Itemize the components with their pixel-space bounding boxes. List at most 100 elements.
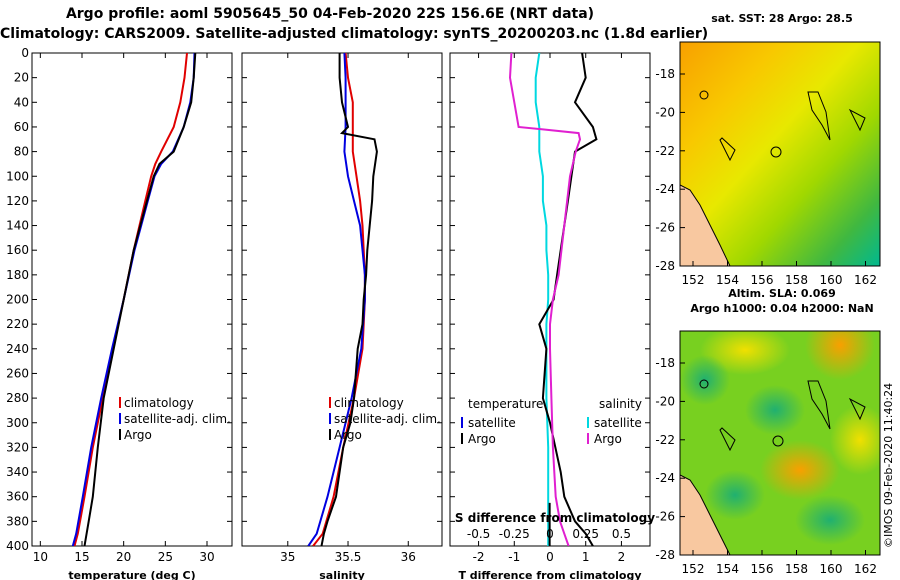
x-tick-label: 35 <box>280 550 295 564</box>
depth-tick-label: 380 <box>6 514 29 528</box>
salinity-difference-tick-label: -0.25 <box>499 527 530 541</box>
legend-label: Argo <box>334 428 362 442</box>
depth-tick-label: 120 <box>6 194 29 208</box>
depth-tick-label: 340 <box>6 465 29 479</box>
depth-tick-label: 200 <box>6 293 29 307</box>
map-lat-label: -22 <box>655 144 675 158</box>
depth-tick-label: 240 <box>6 342 29 356</box>
map-lon-label: 160 <box>820 273 843 287</box>
sst-map-reef-outline <box>699 90 866 162</box>
map-lat-label: -20 <box>655 105 675 119</box>
figure-title-line-1: Argo profile: aoml 5905645_50 04-Feb-202… <box>65 6 595 22</box>
map-lat-label: -24 <box>655 471 675 485</box>
sst-map-land <box>680 184 731 266</box>
x-tick-label: 30 <box>199 550 214 564</box>
legend-label: Argo <box>468 432 496 446</box>
map-lon-label: 162 <box>854 273 877 287</box>
temperature-x-axis-label: temperature (deg C) <box>68 569 195 580</box>
figure-title-line-2: Climatology: CARS2009. Satellite-adjuste… <box>0 26 709 42</box>
salinity-difference-axis-label: S difference from climatology <box>455 511 655 525</box>
depth-tick-label: 0 <box>21 46 29 60</box>
map-lat-label: -22 <box>655 433 675 447</box>
depth-tick-label: 20 <box>14 71 29 85</box>
depth-tick-label: 140 <box>6 219 29 233</box>
map-lat-label: -24 <box>655 182 675 196</box>
legend-label: Argo <box>124 428 152 442</box>
salinity-panel: 35 35.5 36 salinity climatology satellite-adj… <box>241 52 443 580</box>
depth-tick-label: 160 <box>6 243 29 257</box>
x-tick-label: 25 <box>158 550 173 564</box>
differences-plot-frame <box>449 52 651 547</box>
salinity-difference-tick-label: 0 <box>546 527 554 541</box>
differences-x-axis-label: T difference from climatology <box>458 569 641 580</box>
map-lat-label: -18 <box>655 356 675 370</box>
depth-tick-label: 60 <box>14 120 29 134</box>
legend-group-temperature: temperature <box>468 397 543 411</box>
map-lat-label: -18 <box>655 67 675 81</box>
x-tick-label: 36 <box>401 550 416 564</box>
salinity-plot-frame <box>241 52 443 547</box>
sst-map-field <box>680 42 880 266</box>
map-lat-label: -26 <box>655 221 675 235</box>
map-lon-label: 158 <box>785 562 808 576</box>
depth-tick-label: 260 <box>6 366 29 380</box>
map-lon-label: 162 <box>854 562 877 576</box>
map-lon-label: 152 <box>682 562 705 576</box>
depth-tick-label: 180 <box>6 268 29 282</box>
sla-map-title-line-1: Altim. SLA: 0.069 <box>728 287 836 300</box>
salinity-difference-tick-label: -0.5 <box>467 527 490 541</box>
map-lon-label: 158 <box>785 273 808 287</box>
depth-tick-label: 220 <box>6 317 29 331</box>
x-tick-label: 2 <box>618 550 626 564</box>
depth-tick-label: 400 <box>6 539 29 553</box>
depth-tick-label: 280 <box>6 391 29 405</box>
legend-label: satellite-adj. clim. <box>334 412 441 426</box>
legend-label: satellite <box>594 416 642 430</box>
temperature-plot-frame <box>31 52 233 547</box>
series-line-argo <box>83 53 197 546</box>
sst-map-title: sat. SST: 28 Argo: 28.5 <box>711 12 853 25</box>
map-lat-label: -28 <box>655 259 675 273</box>
map-lon-label: 152 <box>682 273 705 287</box>
x-tick-label: 35.5 <box>335 550 362 564</box>
sla-map: 152 154 156 158 160 162 -18 -20 -22 -24 -26 -28 <box>655 330 881 576</box>
sla-map-land <box>680 474 731 555</box>
map-lon-label: 154 <box>716 562 739 576</box>
x-tick-label: 10 <box>33 550 48 564</box>
temperature-panel: 0 20 40 60 80 100 120 140 160 180 200 220 240 260 280 3… <box>6 46 233 580</box>
x-tick-label: 20 <box>116 550 131 564</box>
legend-group-salinity: salinity <box>599 397 642 411</box>
series-line-temperature-satellite <box>534 53 550 546</box>
depth-tick-label: 320 <box>6 440 29 454</box>
series-line-temperature-argo <box>538 53 598 546</box>
map-lat-label: -20 <box>655 394 675 408</box>
x-tick-label: 1 <box>582 550 590 564</box>
series-line-argo <box>320 53 378 546</box>
map-lon-label: 156 <box>751 562 774 576</box>
legend-label: satellite <box>468 416 516 430</box>
salinity-x-axis-label: salinity <box>319 569 365 580</box>
map-lon-label: 160 <box>820 562 843 576</box>
salinity-difference-tick-label: 0.5 <box>612 527 631 541</box>
map-lon-label: 156 <box>751 273 774 287</box>
salinity-difference-tick-label: 0.25 <box>572 527 599 541</box>
depth-tick-label: 100 <box>6 169 29 183</box>
x-tick-label: 15 <box>74 550 89 564</box>
map-lat-label: -26 <box>655 510 675 524</box>
sst-map-argo-marker <box>770 146 782 158</box>
sla-map-argo-marker <box>772 435 784 447</box>
x-tick-label: -1 <box>508 550 520 564</box>
sst-map: 152 154 156 158 160 162 -18 -20 -22 -24 -26 -28 <box>655 41 881 287</box>
map-lat-label: -28 <box>655 548 675 562</box>
legend-label: climatology <box>124 396 194 410</box>
depth-tick-label: 360 <box>6 490 29 504</box>
sla-map-title-line-2: Argo h1000: 0.04 h2000: NaN <box>690 302 874 315</box>
legend-label: Argo <box>594 432 622 446</box>
depth-tick-label: 80 <box>14 145 29 159</box>
differences-panel: -2 -1 0 1 2 T difference from climatology temp… <box>449 52 655 580</box>
x-tick-label: 0 <box>546 550 554 564</box>
depth-tick-label: 40 <box>14 95 29 109</box>
series-line-salinity-satellite <box>508 53 582 546</box>
depth-tick-label: 300 <box>6 416 29 430</box>
